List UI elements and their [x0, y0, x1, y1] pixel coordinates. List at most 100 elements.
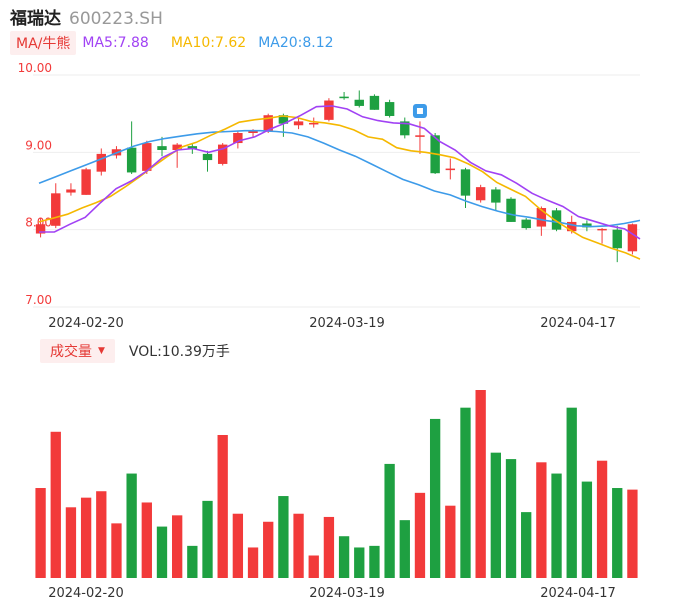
- volume-bar: [50, 431, 61, 578]
- x-tick-label: 2024-02-20: [48, 316, 124, 331]
- event-marker-icon-inner: [416, 108, 423, 114]
- volume-bar: [65, 507, 77, 578]
- candle-body: [293, 121, 304, 126]
- volume-bar: [156, 526, 168, 578]
- candle-body: [415, 135, 425, 137]
- candle-body: [369, 95, 380, 110]
- y-tick-label: 9.00: [25, 138, 52, 152]
- volume-selector-label: 成交量: [50, 344, 92, 360]
- stock-header: 福瑞达 600223.SH: [10, 4, 163, 29]
- volume-bar: [126, 473, 137, 578]
- volume-bar: [338, 536, 350, 578]
- volume-bar: [384, 463, 395, 578]
- ma10-label: MA10:7.62: [170, 35, 247, 51]
- volume-indicator-selector[interactable]: 成交量 ▼: [40, 339, 115, 363]
- volume-bar: [217, 434, 228, 578]
- candle-body: [248, 131, 258, 133]
- volume-bar: [141, 502, 152, 578]
- x-tick-label: 2024-02-20: [48, 586, 124, 601]
- volume-bar: [96, 491, 107, 578]
- volume-bar: [308, 555, 319, 578]
- volume-bar: [278, 496, 289, 578]
- ma20-line: [38, 129, 641, 228]
- volume-legend: 成交量 ▼ VOL:10.39万手: [40, 339, 230, 363]
- x-tick-label: 2024-03-19: [309, 316, 385, 331]
- candle-body: [612, 229, 622, 249]
- candle-body: [354, 99, 364, 106]
- stock-code: 600223.SH: [69, 9, 163, 29]
- candle-body: [491, 189, 501, 203]
- volume-bar: [627, 489, 638, 578]
- candle-body: [324, 100, 334, 120]
- volume-bar: [232, 513, 244, 578]
- volume-bar: [187, 545, 198, 578]
- candle-body: [172, 144, 182, 151]
- ma-indicator-selector[interactable]: MA/牛熊: [10, 31, 77, 55]
- y-tick-label: 8.00: [25, 216, 52, 230]
- candle-body: [551, 210, 562, 230]
- ma20-label: MA20:8.12: [258, 35, 334, 51]
- volume-bar: [596, 460, 608, 578]
- volume-bar: [581, 481, 593, 578]
- candle-body: [582, 223, 592, 228]
- volume-bar: [429, 418, 441, 578]
- candle-body: [81, 169, 91, 195]
- candle-body: [506, 198, 516, 222]
- y-tick-label: 10.00: [18, 61, 52, 75]
- ma5-line: [39, 105, 641, 240]
- volume-bar: [566, 407, 577, 578]
- candle-body: [233, 133, 243, 144]
- candle-body: [187, 146, 198, 150]
- volume-bar: [460, 407, 471, 578]
- candle-body: [96, 153, 106, 172]
- ma5-label: MA5:7.88: [82, 35, 149, 51]
- volume-bar: [399, 520, 410, 578]
- candle-body: [339, 96, 349, 99]
- volume-bar: [369, 545, 380, 578]
- candle-body: [475, 187, 486, 201]
- volume-bar: [293, 513, 304, 578]
- x-tick-label: 2024-03-19: [309, 586, 385, 601]
- candle-body: [51, 193, 61, 226]
- volume-bar: [263, 521, 274, 578]
- candle-body: [567, 221, 577, 232]
- candle-body: [202, 153, 213, 161]
- candle-body: [263, 115, 273, 131]
- candle-body: [278, 115, 289, 124]
- volume-bar: [505, 459, 517, 578]
- x-tick-label: 2024-04-17: [540, 316, 616, 331]
- volume-bar: [35, 488, 46, 578]
- volume-bar: [475, 390, 486, 578]
- candle-body: [217, 144, 228, 164]
- volume-bar: [80, 497, 92, 578]
- volume-bar: [414, 492, 426, 578]
- volume-bar: [536, 462, 547, 578]
- volume-bar: [551, 473, 562, 578]
- y-tick-label: 7.00: [25, 293, 52, 307]
- candle-body: [536, 208, 547, 227]
- candle-body: [35, 224, 46, 234]
- volume-bar: [445, 505, 456, 578]
- caret-down-icon: ▼: [98, 346, 105, 356]
- volume-bar: [111, 523, 122, 578]
- candle-body: [400, 121, 410, 136]
- candle-body: [142, 143, 152, 171]
- candle-body: [460, 169, 471, 196]
- candle-body: [309, 122, 319, 125]
- volume-bar: [354, 547, 365, 578]
- candle-body: [126, 147, 137, 173]
- volume-bar: [202, 500, 213, 578]
- volume-bar: [521, 512, 532, 578]
- candle-body: [521, 219, 531, 229]
- x-tick-label: 2024-04-17: [540, 586, 616, 601]
- candle-body: [66, 189, 76, 193]
- candle-body: [597, 228, 607, 231]
- volume-value: VOL:10.39万手: [128, 344, 230, 360]
- candle-body: [627, 224, 638, 252]
- stock-name: 福瑞达: [10, 9, 61, 29]
- ma10-line: [38, 115, 641, 260]
- candle-body: [445, 168, 456, 171]
- volume-bar: [612, 488, 623, 578]
- volume-bar: [172, 515, 183, 578]
